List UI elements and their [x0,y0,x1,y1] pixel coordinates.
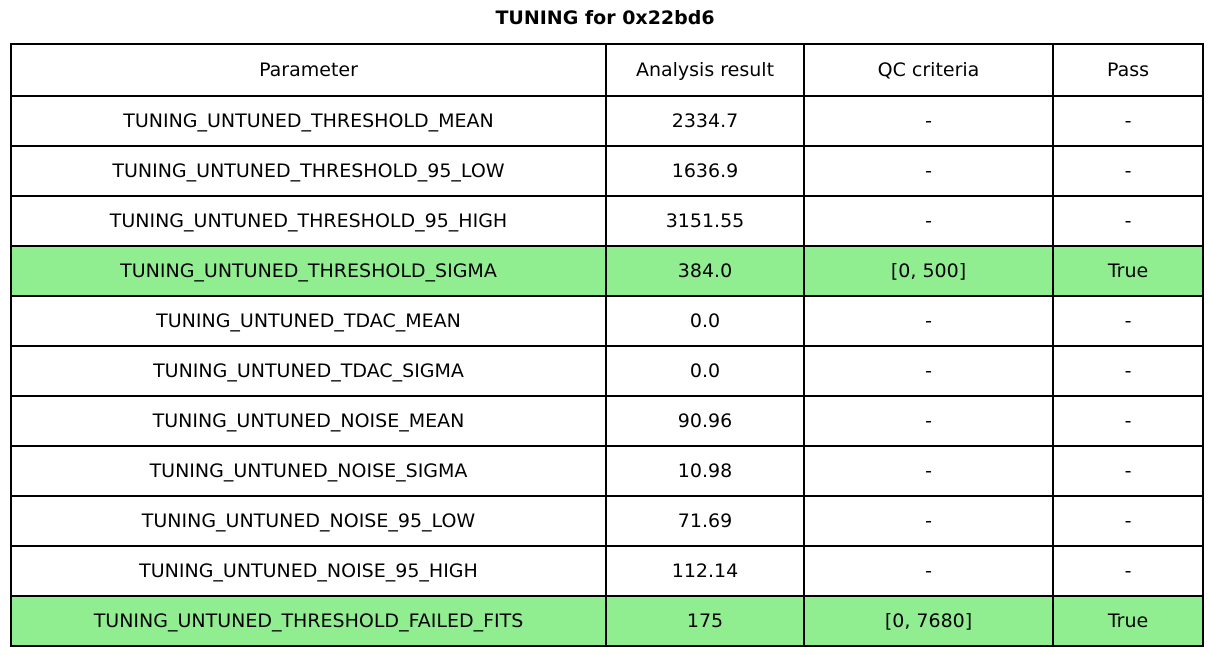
cell-pass: True [1052,245,1204,297]
cell-pass: - [1052,95,1204,147]
cell-pass: - [1052,195,1204,247]
table-row: TUNING_UNTUNED_THRESHOLD_SIGMA 384.0 [0, 5… [10,245,1204,297]
cell-analysis-result: 0.0 [605,345,805,397]
cell-qc-criteria: - [803,545,1054,597]
column-header-pass: Pass [1052,43,1204,97]
cell-parameter: TUNING_UNTUNED_TDAC_SIGMA [10,345,607,397]
cell-pass: - [1052,545,1204,597]
cell-analysis-result: 90.96 [605,395,805,447]
table-row: TUNING_UNTUNED_THRESHOLD_95_HIGH 3151.55-… [10,195,1204,247]
table-row: TUNING_UNTUNED_THRESHOLD_FAILED_FITS 175[… [10,595,1204,647]
table-row: TUNING_UNTUNED_NOISE_SIGMA 10.98- - [10,445,1204,497]
cell-analysis-result: 71.69 [605,495,805,547]
table-row: TUNING_UNTUNED_TDAC_MEAN 0.0- - [10,295,1204,347]
cell-qc-criteria: - [803,195,1054,247]
cell-qc-criteria: - [803,395,1054,447]
cell-parameter: TUNING_UNTUNED_NOISE_MEAN [10,395,607,447]
cell-pass: - [1052,445,1204,497]
cell-analysis-result: 1636.9 [605,145,805,197]
cell-qc-criteria: - [803,345,1054,397]
table-body: TUNING_UNTUNED_THRESHOLD_MEAN 2334.7- - TUN… [10,95,1204,647]
cell-qc-criteria: [0, 7680] [803,595,1054,647]
cell-qc-criteria: - [803,95,1054,147]
column-header-parameter: Parameter [10,43,607,97]
cell-parameter: TUNING_UNTUNED_THRESHOLD_95_HIGH [10,195,607,247]
header-row: Parameter Analysis result QC criteria Pa… [10,43,1204,97]
cell-parameter: TUNING_UNTUNED_NOISE_95_HIGH [10,545,607,597]
cell-parameter: TUNING_UNTUNED_TDAC_MEAN [10,295,607,347]
cell-pass: - [1052,295,1204,347]
cell-analysis-result: 3151.55 [605,195,805,247]
cell-parameter: TUNING_UNTUNED_THRESHOLD_95_LOW [10,145,607,197]
table-row: TUNING_UNTUNED_NOISE_95_LOW 71.69- - [10,495,1204,547]
cell-qc-criteria: - [803,295,1054,347]
cell-analysis-result: 2334.7 [605,95,805,147]
cell-parameter: TUNING_UNTUNED_NOISE_SIGMA [10,445,607,497]
column-header-qc-criteria: QC criteria [803,43,1054,97]
table-row: TUNING_UNTUNED_TDAC_SIGMA 0.0- - [10,345,1204,397]
cell-qc-criteria: - [803,495,1054,547]
cell-analysis-result: 0.0 [605,295,805,347]
cell-pass: - [1052,395,1204,447]
cell-qc-criteria: [0, 500] [803,245,1054,297]
table-row: TUNING_UNTUNED_THRESHOLD_MEAN 2334.7- - [10,95,1204,147]
qc-results-table: Parameter Analysis result QC criteria Pa… [10,43,1204,647]
cell-pass: - [1052,495,1204,547]
table-header: Parameter Analysis result QC criteria Pa… [10,43,1204,97]
cell-parameter: TUNING_UNTUNED_THRESHOLD_SIGMA [10,245,607,297]
cell-analysis-result: 112.14 [605,545,805,597]
cell-qc-criteria: - [803,145,1054,197]
cell-parameter: TUNING_UNTUNED_NOISE_95_LOW [10,495,607,547]
cell-analysis-result: 10.98 [605,445,805,497]
column-header-analysis-result: Analysis result [605,43,805,97]
page-title: TUNING for 0x22bd6 [495,7,715,29]
cell-parameter: TUNING_UNTUNED_THRESHOLD_MEAN [10,95,607,147]
cell-pass: True [1052,595,1204,647]
table-row: TUNING_UNTUNED_THRESHOLD_95_LOW 1636.9- - [10,145,1204,197]
cell-qc-criteria: - [803,445,1054,497]
cell-analysis-result: 384.0 [605,245,805,297]
cell-analysis-result: 175 [605,595,805,647]
cell-pass: - [1052,345,1204,397]
cell-pass: - [1052,145,1204,197]
table-row: TUNING_UNTUNED_NOISE_95_HIGH 112.14- - [10,545,1204,597]
cell-parameter: TUNING_UNTUNED_THRESHOLD_FAILED_FITS [10,595,607,647]
table-row: TUNING_UNTUNED_NOISE_MEAN 90.96- - [10,395,1204,447]
